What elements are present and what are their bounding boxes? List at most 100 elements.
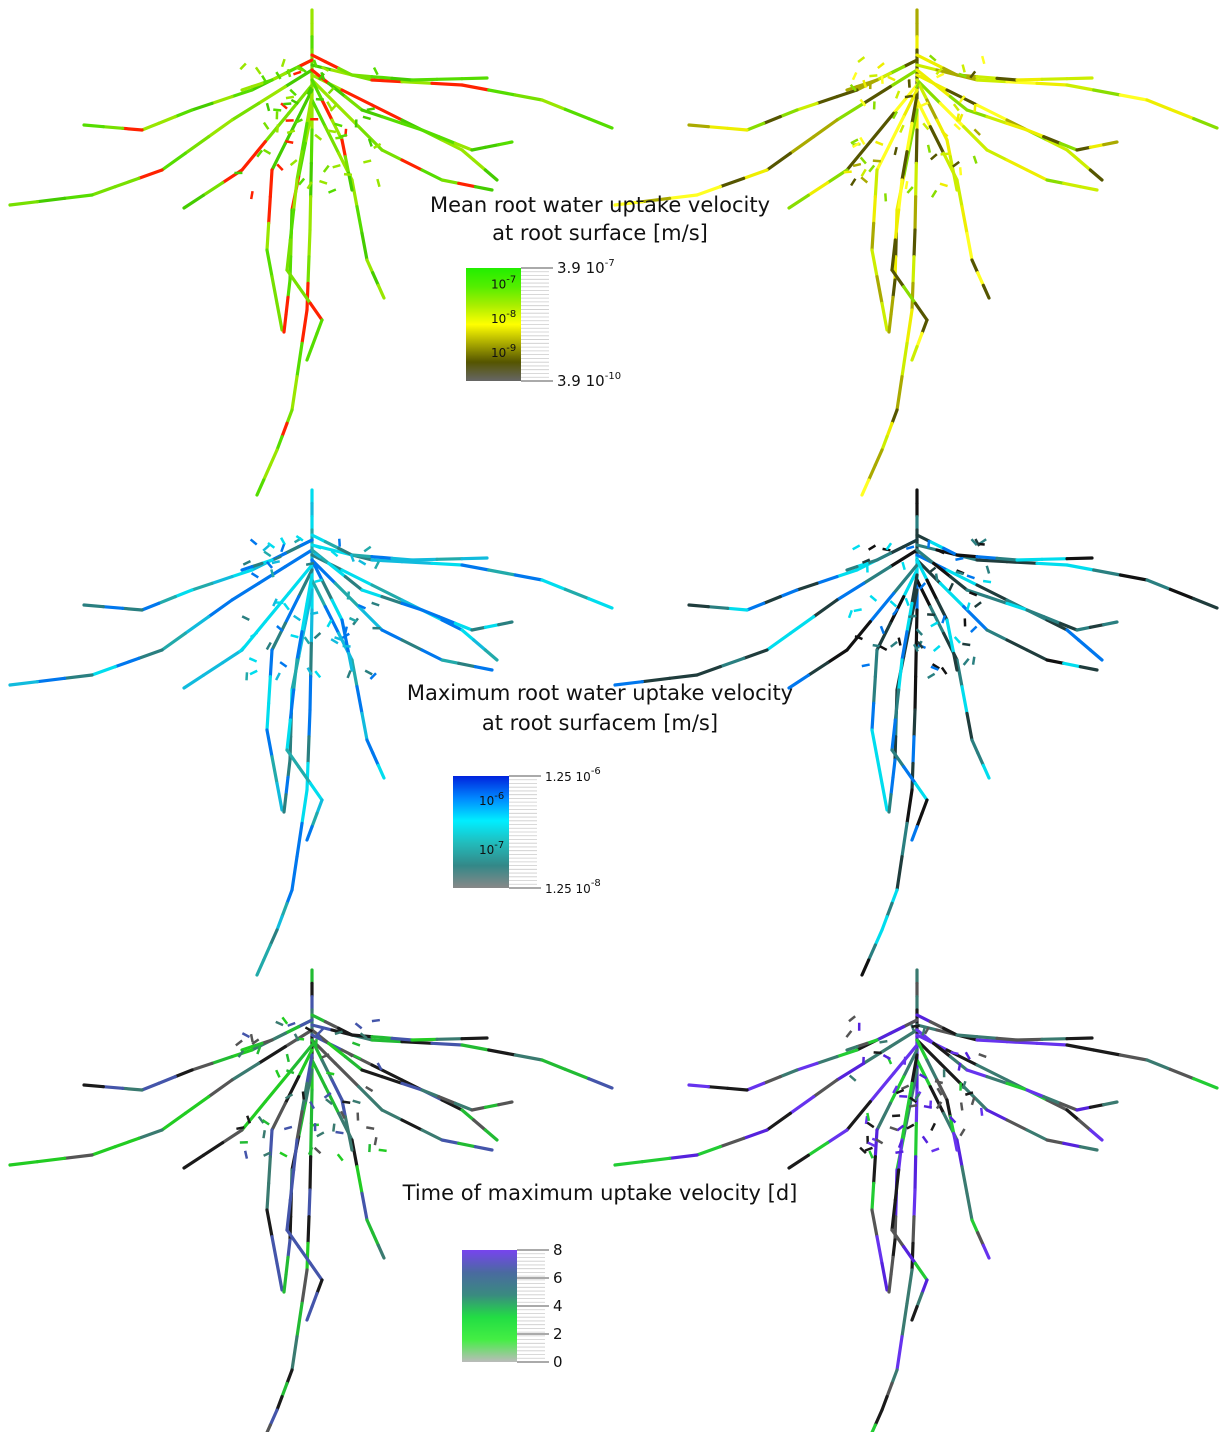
root-segment <box>485 145 498 148</box>
root-hair <box>874 1052 882 1053</box>
root-segment <box>864 1047 891 1064</box>
root-segment <box>294 1140 297 1170</box>
root-segment <box>870 1073 893 1101</box>
root-hair <box>851 179 855 186</box>
root-hair <box>967 576 975 579</box>
root-segment <box>1007 82 1037 84</box>
root-segment <box>1037 563 1067 565</box>
root-hair <box>299 179 304 185</box>
root-segment <box>462 558 487 559</box>
root-segment <box>159 117 176 124</box>
root-hair <box>974 156 977 164</box>
root-segment <box>257 480 264 495</box>
root-segment <box>382 150 402 160</box>
root-segment <box>964 1087 987 1110</box>
root-segment <box>277 1263 282 1290</box>
root-segment <box>808 1143 827 1156</box>
root-segment <box>1194 599 1217 608</box>
root-segment <box>357 207 362 234</box>
root-segment <box>1042 559 1067 560</box>
root-segment <box>65 675 92 678</box>
root-segment <box>1064 183 1081 186</box>
root-hair <box>979 1054 987 1057</box>
root-segment <box>317 1280 322 1293</box>
root-segment <box>922 800 927 813</box>
root-segment <box>284 1275 286 1292</box>
root-segment <box>589 119 612 128</box>
root-hair <box>280 1153 287 1157</box>
root-segment <box>185 617 208 634</box>
root-segment <box>357 1167 362 1194</box>
root-segment <box>891 297 893 314</box>
root-segment <box>957 555 977 557</box>
root-segment <box>882 303 887 330</box>
root-hair <box>363 161 371 163</box>
root-segment <box>915 197 916 230</box>
root-hair <box>305 637 310 644</box>
root-segment <box>828 650 847 663</box>
root-segment <box>927 580 937 600</box>
root-hair <box>932 190 936 197</box>
root-hair <box>245 1151 247 1159</box>
root-segment <box>242 142 265 170</box>
root-hair <box>882 76 883 84</box>
root-segment <box>277 1397 282 1410</box>
root-hair <box>867 1113 869 1121</box>
root-segment <box>875 930 882 945</box>
root-segment <box>322 580 332 600</box>
root-hair <box>973 657 974 665</box>
root-segment <box>367 260 373 273</box>
root-hair <box>281 544 284 552</box>
root-segment <box>875 650 877 677</box>
root-segment <box>789 195 808 208</box>
text-part: -7 <box>506 275 516 286</box>
root-segment <box>373 753 379 766</box>
root-segment <box>123 608 142 610</box>
root-hair <box>932 1149 940 1152</box>
root-segment <box>565 1069 588 1078</box>
root-segment <box>277 917 282 930</box>
root-segment <box>744 1130 767 1138</box>
root-segment <box>1037 83 1067 85</box>
root-segment <box>891 777 893 794</box>
root-segment <box>913 257 914 284</box>
root-segment <box>142 603 159 610</box>
root-hair <box>286 1094 293 1098</box>
root-segment <box>892 890 897 903</box>
root-segment <box>123 1088 142 1090</box>
root-hair <box>850 1076 856 1081</box>
root-segment <box>997 78 1017 80</box>
root-hair <box>931 622 938 626</box>
root-segment <box>891 1257 893 1274</box>
root-segment <box>459 663 476 666</box>
root-hair <box>310 612 318 614</box>
root-segment <box>462 78 487 79</box>
root-segment <box>462 85 489 90</box>
root-segment <box>10 1162 37 1165</box>
root-segment <box>1042 79 1067 80</box>
root-hair <box>264 123 269 130</box>
root-hair <box>240 63 246 69</box>
root-segment <box>967 1193 972 1220</box>
root-segment <box>1047 660 1064 663</box>
root-segment <box>1120 575 1147 580</box>
root-segment <box>362 1193 367 1220</box>
root-segment <box>1079 160 1091 170</box>
text-part: 10 <box>479 794 494 808</box>
root-segment <box>1194 119 1217 128</box>
root-hair <box>324 166 329 172</box>
root-segment <box>277 303 282 330</box>
root-hair <box>930 55 936 60</box>
root-segment <box>967 233 972 260</box>
root-segment <box>728 608 747 610</box>
root-segment <box>257 960 264 975</box>
root-hair <box>951 1052 959 1054</box>
root-hair <box>315 671 320 677</box>
root-hair <box>900 125 903 132</box>
root-segment <box>362 110 382 117</box>
root-segment <box>1080 667 1097 670</box>
root-segment <box>542 1060 565 1069</box>
root-segment <box>1090 625 1103 628</box>
root-segment <box>767 1113 790 1130</box>
root-segment <box>142 1083 159 1090</box>
